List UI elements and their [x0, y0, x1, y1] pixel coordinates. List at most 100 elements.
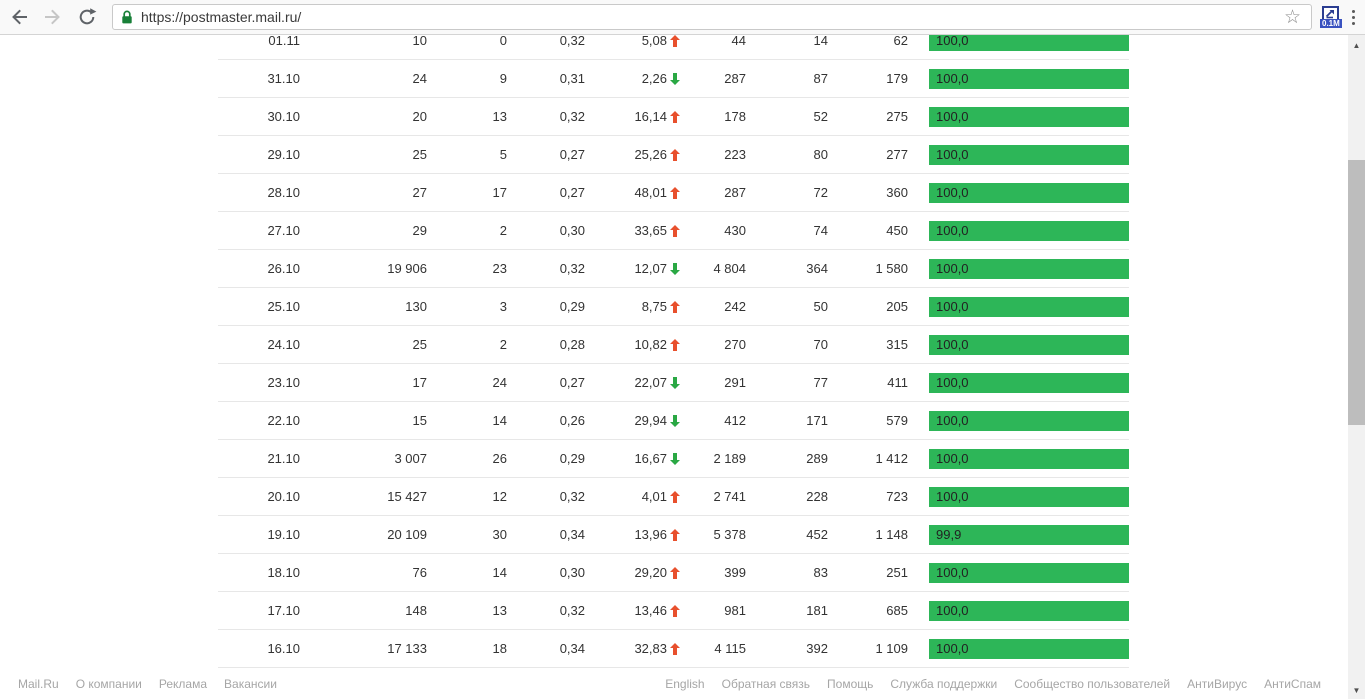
bookmark-star-icon[interactable]: ☆ [1283, 6, 1301, 28]
trend-up-icon [670, 642, 680, 655]
progress-bar: 100,0 [929, 258, 1129, 279]
value-cell-3: 0,30 [559, 223, 585, 238]
progress-bar-label: 99,9 [936, 527, 962, 542]
footer-link[interactable]: Реклама [158, 676, 208, 691]
date-cell: 29.10 [267, 147, 300, 162]
trend-up-icon [670, 490, 680, 503]
scrollbar-thumb[interactable] [1348, 160, 1365, 425]
footer-link[interactable]: Mail.Ru [18, 676, 59, 691]
scroll-down-icon[interactable]: ▼ [1352, 686, 1361, 695]
table-row[interactable]: 28.10 27 17 0,27 48,01 287 72 360 100,0 [218, 174, 1129, 212]
value-cell-5: 392 [806, 641, 828, 656]
chrome-menu-button[interactable] [1348, 3, 1359, 31]
value-cell-2: 14 [492, 413, 507, 428]
footer-link[interactable]: Служба поддержки [890, 676, 998, 691]
value-cell-1: 24 [412, 71, 427, 86]
value-cell-3: 0,27 [559, 375, 585, 390]
table-row[interactable]: 18.10 76 14 0,30 29,20 399 83 251 100,0 [218, 554, 1129, 592]
value-cell-6: 1 580 [875, 261, 908, 276]
value-cell-6: 251 [886, 565, 908, 580]
percent-cell: 32,83 [585, 641, 680, 656]
value-cell-5: 87 [813, 71, 828, 86]
footer-link[interactable]: Обратная связь [721, 676, 811, 691]
value-cell-6: 450 [886, 223, 908, 238]
trend-up-icon [670, 148, 680, 161]
value-cell-1: 20 109 [387, 527, 427, 542]
vertical-scrollbar[interactable]: ▲ ▼ [1348, 35, 1365, 699]
menu-icon [1351, 9, 1355, 13]
table-row[interactable]: 20.10 15 427 12 0,32 4,01 2 741 228 723 … [218, 478, 1129, 516]
address-bar[interactable]: https://postmaster.mail.ru/ ☆ [112, 4, 1312, 30]
value-cell-2: 18 [492, 641, 507, 656]
value-cell-3: 0,28 [559, 337, 585, 352]
progress-bar: 100,0 [929, 448, 1129, 469]
value-cell-3: 0,34 [559, 641, 585, 656]
value-cell-2: 13 [492, 603, 507, 618]
url-text[interactable]: https://postmaster.mail.ru/ [141, 9, 302, 25]
table-row[interactable]: 17.10 148 13 0,32 13,46 981 181 685 100,… [218, 592, 1129, 630]
footer-link[interactable]: Сообщество пользователей [1014, 676, 1171, 691]
table-row[interactable]: 30.10 20 13 0,32 16,14 178 52 275 100,0 [218, 98, 1129, 136]
table-row[interactable]: 23.10 17 24 0,27 22,07 291 77 411 100,0 [218, 364, 1129, 402]
back-button[interactable] [4, 2, 34, 32]
footer-link[interactable]: О компании [75, 676, 142, 691]
delivery-bar-cell: 100,0 [908, 410, 1129, 431]
value-cell-6: 179 [886, 71, 908, 86]
value-cell-4: 5 378 [713, 527, 746, 542]
date-cell: 20.10 [267, 489, 300, 504]
table-row[interactable]: 21.10 3 007 26 0,29 16,67 2 189 289 1 41… [218, 440, 1129, 478]
value-cell-2: 30 [492, 527, 507, 542]
value-cell-3: 0,29 [559, 451, 585, 466]
footer-links-right: English Обратная связь Помощь Служба поддер… [665, 677, 1321, 691]
percent-value: 29,20 [634, 565, 667, 580]
percent-cell: 29,94 [585, 413, 680, 428]
forward-icon [45, 9, 60, 25]
footer-link[interactable]: АнтиСпам [1264, 676, 1321, 691]
value-cell-2: 0 [499, 33, 507, 48]
percent-cell: 16,67 [585, 451, 680, 466]
lock-icon [122, 10, 132, 24]
extension-icon [1322, 6, 1340, 21]
progress-bar-label: 100,0 [936, 603, 969, 618]
value-cell-3: 0,32 [559, 33, 585, 48]
trend-up-icon [670, 34, 680, 47]
delivery-bar-cell: 100,0 [908, 144, 1129, 165]
percent-value: 16,67 [634, 451, 667, 466]
trend-up-icon [670, 338, 680, 351]
table-row[interactable]: 29.10 25 5 0,27 25,26 223 80 277 100,0 [218, 136, 1129, 174]
forward-button[interactable] [38, 2, 68, 32]
footer-link[interactable]: English [665, 676, 705, 691]
table-row[interactable]: 31.10 24 9 0,31 2,26 287 87 179 100,0 [218, 60, 1129, 98]
footer-link[interactable]: Вакансии [224, 676, 277, 691]
table-row[interactable]: 01.11 10 0 0,32 5,08 44 14 62 100,0 [218, 22, 1129, 60]
footer-link[interactable]: АнтиВирус [1187, 676, 1248, 691]
percent-cell: 33,65 [585, 223, 680, 238]
extension-button[interactable]: 0.1M [1320, 6, 1342, 28]
table-row[interactable]: 19.10 20 109 30 0,34 13,96 5 378 452 1 1… [218, 516, 1129, 554]
value-cell-5: 181 [806, 603, 828, 618]
value-cell-5: 70 [813, 337, 828, 352]
table-row[interactable]: 16.10 17 133 18 0,34 32,83 4 115 392 1 1… [218, 630, 1129, 668]
footer-link[interactable]: Помощь [827, 676, 874, 691]
value-cell-5: 77 [813, 375, 828, 390]
value-cell-1: 19 906 [387, 261, 427, 276]
table-row[interactable]: 26.10 19 906 23 0,32 12,07 4 804 364 1 5… [218, 250, 1129, 288]
trend-up-icon [670, 300, 680, 313]
table-row[interactable]: 25.10 130 3 0,29 8,75 242 50 205 100,0 [218, 288, 1129, 326]
date-cell: 17.10 [267, 603, 300, 618]
value-cell-5: 364 [806, 261, 828, 276]
progress-bar: 99,9 [929, 524, 1129, 545]
value-cell-5: 171 [806, 413, 828, 428]
reload-button[interactable] [72, 2, 102, 32]
value-cell-4: 430 [724, 223, 746, 238]
table-row[interactable]: 24.10 25 2 0,28 10,82 270 70 315 100,0 [218, 326, 1129, 364]
table-row[interactable]: 22.10 15 14 0,26 29,94 412 171 579 100,0 [218, 402, 1129, 440]
stats-table: 01.11 10 0 0,32 5,08 44 14 62 100,0 [218, 22, 1129, 668]
date-cell: 28.10 [267, 185, 300, 200]
delivery-bar-cell: 100,0 [908, 448, 1129, 469]
table-row[interactable]: 27.10 29 2 0,30 33,65 430 74 450 100,0 [218, 212, 1129, 250]
scroll-up-icon[interactable]: ▲ [1352, 41, 1361, 50]
value-cell-2: 2 [499, 337, 507, 352]
value-cell-6: 315 [886, 337, 908, 352]
